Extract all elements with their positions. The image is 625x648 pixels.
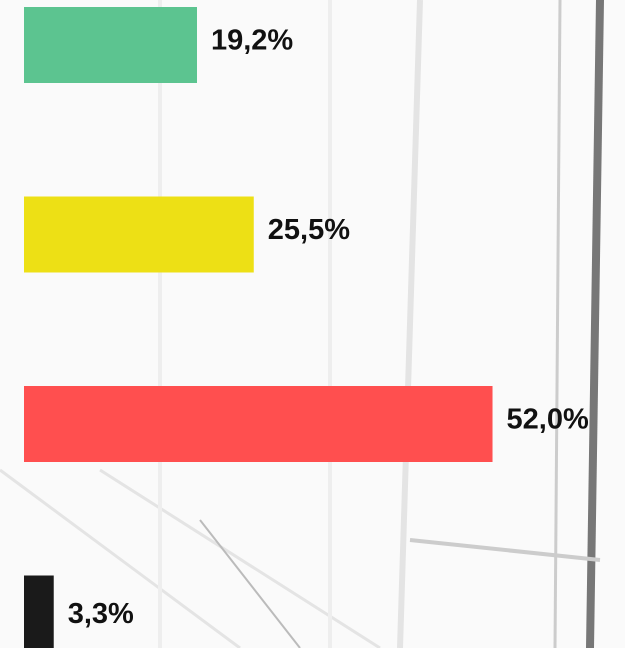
bar	[24, 196, 254, 273]
bar	[24, 386, 493, 462]
value-label: 19,2%	[211, 25, 293, 57]
value-label: 25,5%	[268, 214, 350, 246]
value-label: 3,3%	[68, 598, 134, 630]
bar	[24, 575, 54, 648]
bar	[24, 7, 197, 83]
value-label: 52,0%	[507, 404, 589, 436]
